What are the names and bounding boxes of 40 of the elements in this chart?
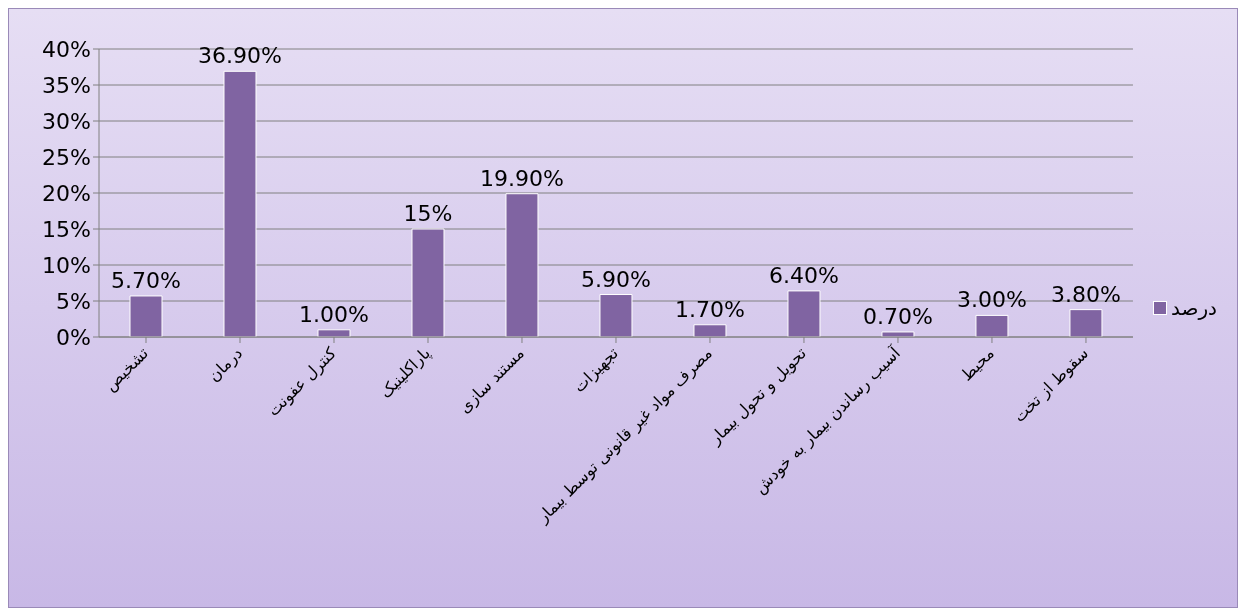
bar	[223, 70, 257, 337]
y-tick-label: 0%	[56, 324, 91, 350]
x-tick-label: سقوط از تخت	[1009, 343, 1093, 427]
data-label: 15%	[403, 201, 453, 226]
x-tick-label: پاراکلینیک	[375, 343, 435, 403]
y-tick-label: 35%	[42, 72, 91, 98]
y-tick-label: 40%	[42, 36, 91, 62]
y-tick-label: 30%	[42, 108, 91, 134]
x-tick-label: مستند سازی	[454, 343, 529, 418]
data-label: 19.90%	[480, 165, 564, 191]
bar	[411, 228, 445, 337]
data-label: 3.00%	[957, 287, 1027, 313]
data-label: 1.70%	[675, 296, 745, 322]
bar	[693, 324, 727, 337]
data-label: 6.40%	[769, 262, 839, 288]
x-tick-label: تشخیص	[100, 343, 153, 396]
bar	[1069, 309, 1103, 337]
bar	[787, 290, 821, 337]
x-tick-label: درمان	[204, 343, 247, 387]
bar	[599, 294, 633, 337]
data-label: 1.00%	[299, 301, 369, 327]
y-tick-label: 10%	[42, 252, 91, 278]
bar	[881, 331, 915, 337]
bar	[317, 329, 351, 337]
bar	[505, 193, 539, 337]
y-tick-label: 20%	[42, 180, 91, 206]
bar	[129, 295, 163, 337]
legend-label: درصد	[1170, 296, 1217, 320]
data-label: 0.70%	[863, 303, 933, 329]
data-label: 3.80%	[1051, 281, 1121, 307]
y-tick-label: 15%	[42, 216, 91, 242]
x-tick-label: تجهیزات	[569, 343, 623, 397]
x-tick-label: کنترل عفونت	[263, 343, 341, 421]
x-tick-label: محیط	[957, 343, 998, 385]
data-label: 36.90%	[198, 43, 282, 69]
bar	[975, 314, 1009, 337]
y-tick-label: 5%	[56, 288, 91, 314]
data-label: 5.70%	[111, 267, 181, 293]
y-tick-label: 25%	[42, 144, 91, 170]
data-label: 5.90%	[581, 266, 651, 292]
